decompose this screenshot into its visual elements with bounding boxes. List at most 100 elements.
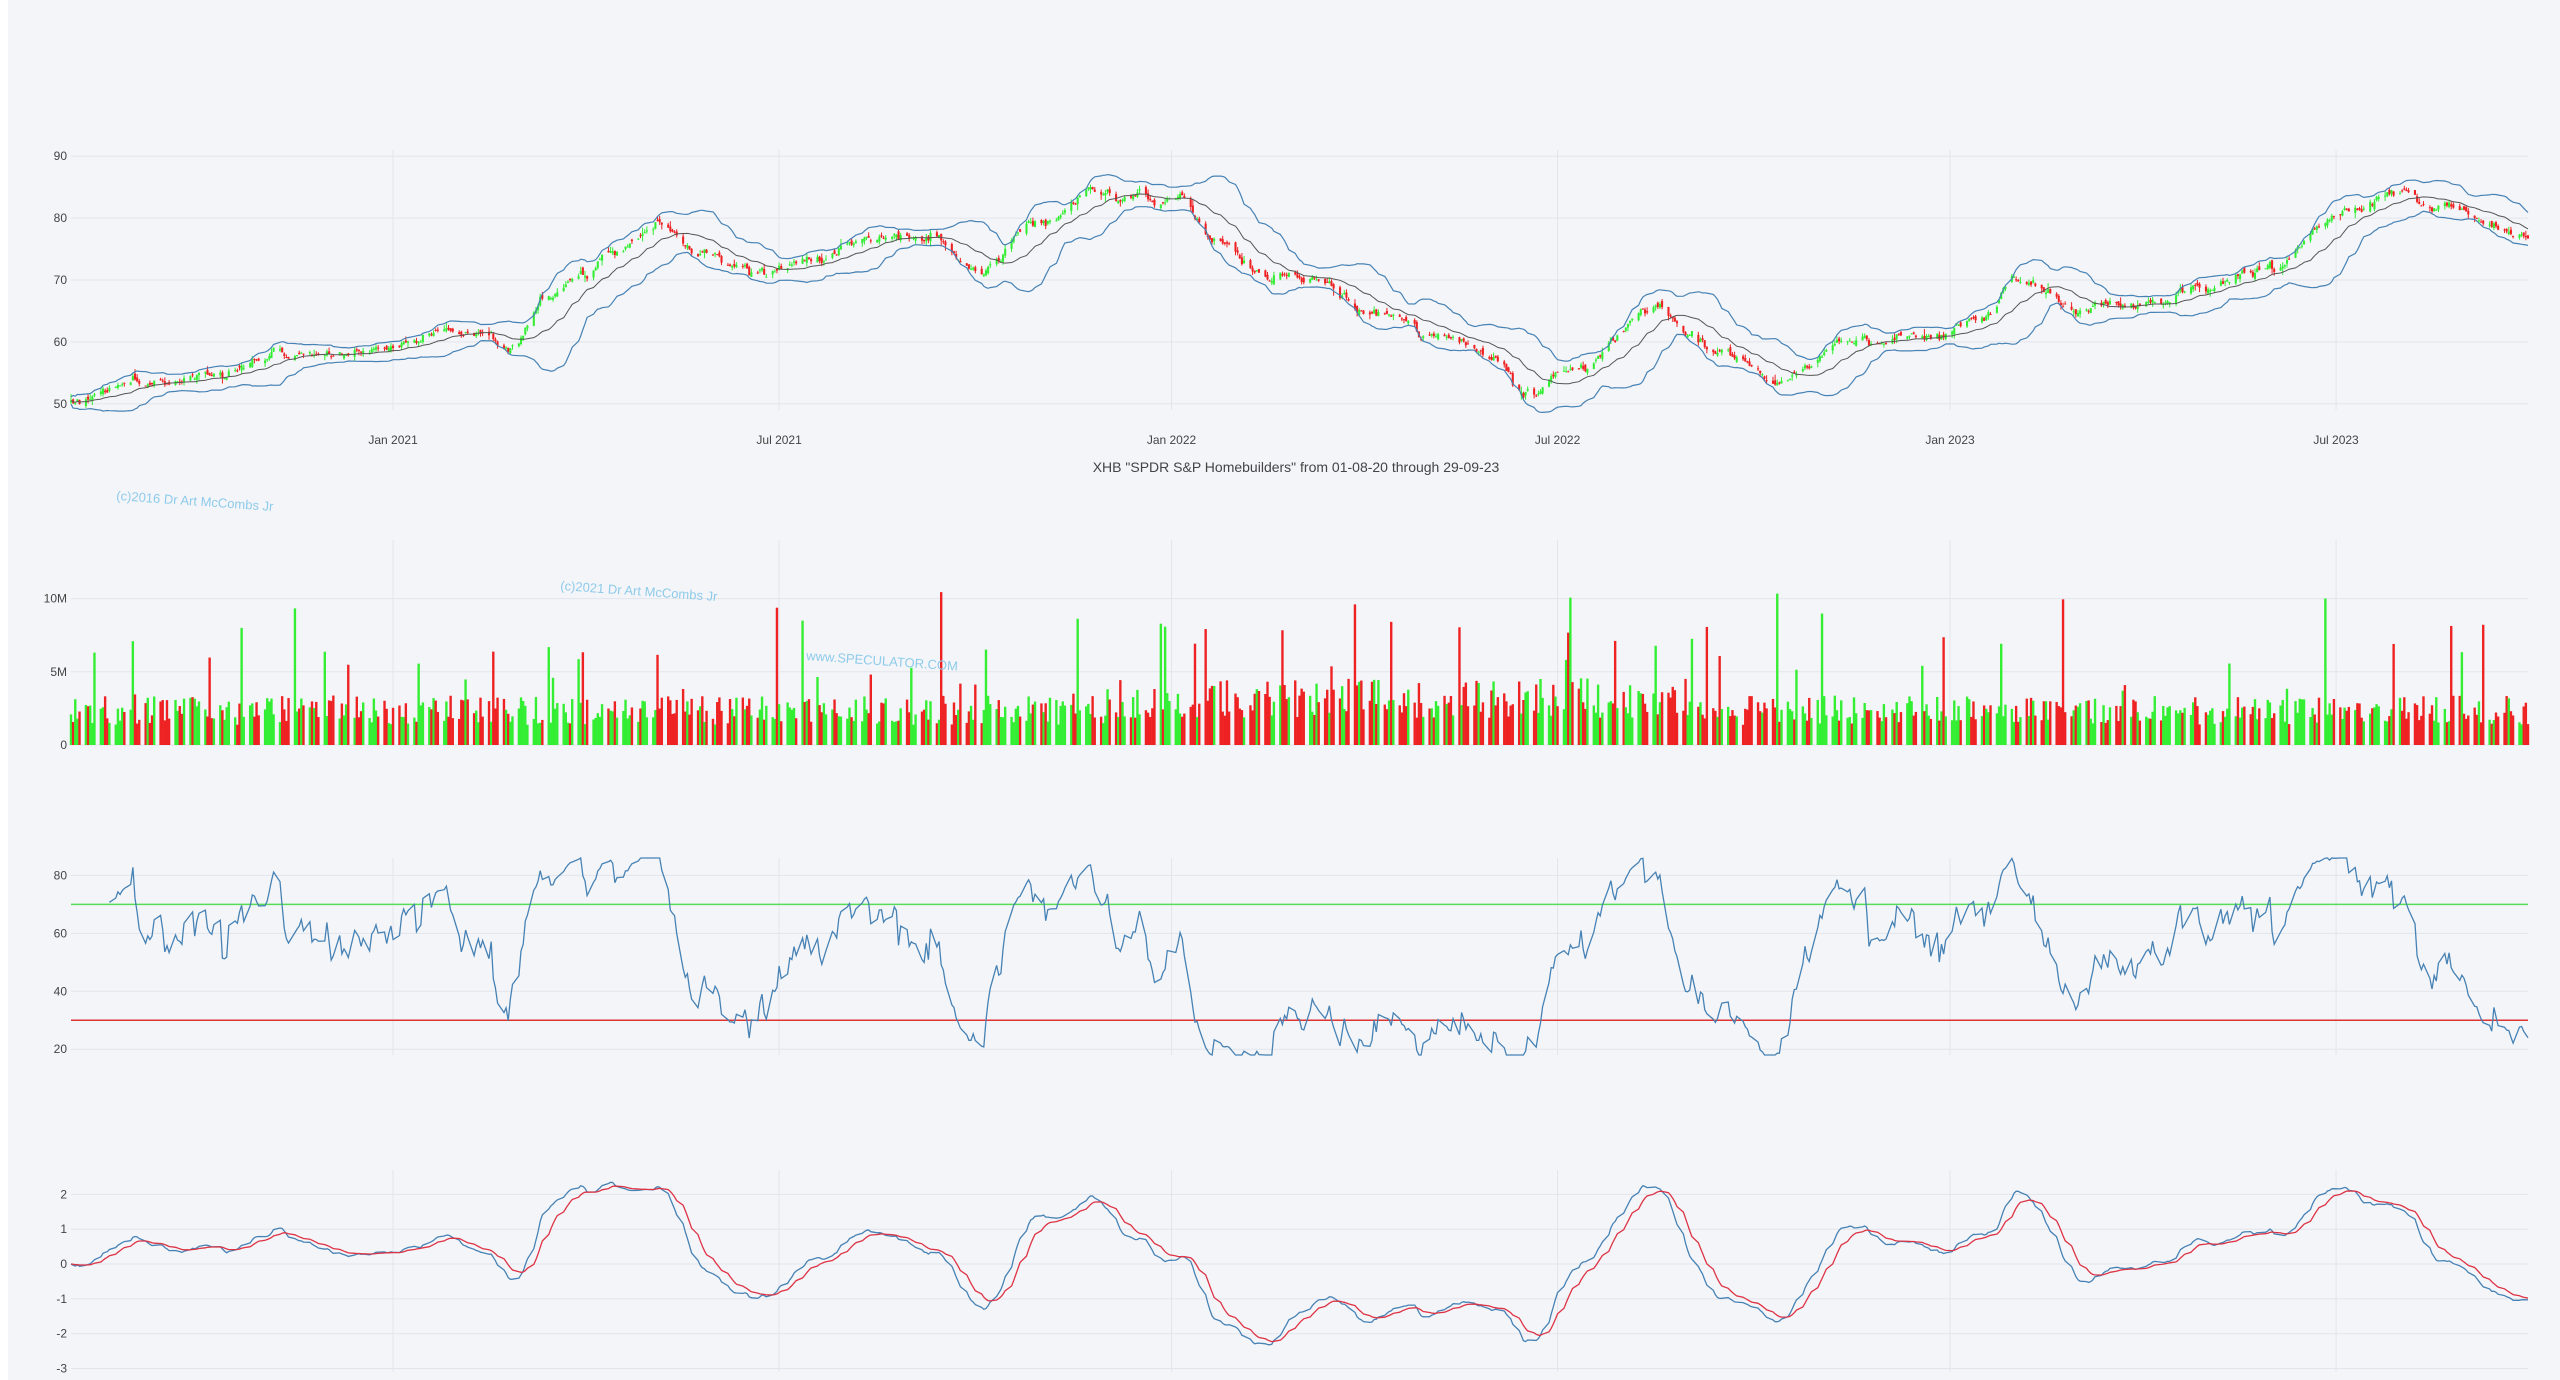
candle-body: [487, 331, 491, 336]
volume-bar: [1586, 678, 1589, 745]
candle-body: [622, 251, 625, 253]
watermark-copyright-2016: (c)2016 Dr Art McCombs Jr: [116, 488, 275, 514]
candle-body: [1338, 287, 1342, 298]
candle-body: [249, 363, 252, 368]
volume-bar: [2332, 698, 2336, 745]
candle-body: [415, 341, 418, 344]
candle-body: [257, 358, 260, 361]
candle-body: [1675, 321, 1679, 324]
candle-body: [1102, 194, 1105, 196]
volume-bar: [1613, 640, 1617, 745]
volume-bar: [507, 713, 510, 745]
volume-bar: [1266, 681, 1269, 745]
volume-bar: [517, 708, 521, 745]
volume-bar: [1227, 711, 1231, 745]
volume-bar: [630, 707, 634, 745]
candle-body: [1238, 255, 1241, 259]
candle-body: [1268, 280, 1271, 282]
candle-body: [999, 261, 1002, 263]
volume-bar: [2027, 715, 2031, 745]
volume-bar: [824, 714, 828, 745]
volume-bar: [1837, 720, 1841, 745]
candle-body: [398, 345, 401, 348]
candle-body: [2450, 204, 2453, 207]
candle-body: [505, 347, 508, 349]
volume-bar: [421, 702, 425, 745]
candle-body: [1159, 204, 1162, 208]
candle-body: [1861, 336, 1864, 341]
volume-bar: [2328, 703, 2331, 745]
candle-body: [682, 236, 685, 244]
volume-bar: [1400, 712, 1404, 745]
volume-bar: [2494, 712, 2498, 745]
volume-bar: [479, 697, 482, 745]
bollinger-middle-band: [70, 193, 2529, 403]
candle-body: [2398, 193, 2402, 195]
volume-bar: [2479, 722, 2483, 745]
volume-bar: [890, 720, 894, 745]
volume-bar: [1317, 702, 1320, 745]
candle-body: [1129, 196, 1133, 198]
volume-bar: [2326, 714, 2329, 745]
volume-bar: [89, 705, 92, 745]
volume-bar: [1547, 705, 1551, 745]
candle-body: [1567, 371, 1570, 373]
candle-body: [1302, 277, 1305, 283]
volume-bar: [1957, 706, 1960, 745]
candle-body: [1880, 343, 1883, 345]
volume-bar: [2283, 721, 2287, 745]
volume-bar: [2317, 697, 2321, 745]
candle-body: [1712, 349, 1715, 353]
volume-bar: [206, 716, 209, 745]
candle-body: [2497, 225, 2500, 230]
price-y-tick-label: 50: [54, 397, 68, 411]
volume-bar: [1654, 645, 1657, 745]
candle-body: [2042, 287, 2045, 293]
candle-body: [1995, 306, 1998, 313]
volume-bar: [786, 702, 789, 745]
volume-bar: [1509, 705, 1512, 745]
candle-body: [524, 328, 527, 335]
volume-bar: [84, 704, 88, 745]
candle-body: [342, 354, 346, 359]
volume-bar: [387, 723, 390, 745]
volume-bar: [2464, 718, 2468, 745]
volume-bar: [850, 717, 853, 745]
candle-body: [1867, 340, 1871, 346]
candle-body: [2362, 208, 2365, 210]
volume-bar: [204, 709, 207, 745]
candle-body: [645, 230, 648, 232]
volume-bar: [477, 722, 480, 745]
volume-bar: [2198, 724, 2201, 745]
volume-bar: [598, 716, 602, 745]
candle-body: [1840, 340, 1843, 342]
volume-bar: [905, 699, 909, 745]
candle-body: [2175, 295, 2178, 304]
candle-body: [2192, 285, 2195, 290]
candle-body: [1466, 343, 1470, 345]
volume-bar: [1460, 705, 1463, 745]
volume-bar: [2270, 718, 2274, 745]
candle-body: [270, 351, 273, 359]
candle-body: [571, 279, 574, 282]
candle-body: [345, 354, 348, 356]
volume-bar: [2183, 707, 2186, 745]
volume-bar: [1980, 716, 1984, 745]
volume-bar: [1430, 708, 1433, 745]
candle-body: [1929, 335, 1932, 339]
volume-bar: [234, 717, 237, 745]
candle-body: [820, 257, 823, 264]
volume-bar: [466, 699, 469, 745]
candle-body: [460, 331, 463, 337]
candle-body: [2300, 245, 2303, 247]
candle-body: [654, 222, 657, 229]
candle-body: [2253, 273, 2257, 279]
candle-body: [1085, 189, 1088, 197]
candle-body: [2266, 265, 2269, 269]
volume-bar: [2004, 704, 2007, 745]
candle-body: [1641, 308, 1644, 310]
candle-body: [955, 253, 958, 258]
volume-bar: [1584, 708, 1587, 745]
volume-bar: [2000, 643, 2003, 745]
candle-body: [1300, 277, 1303, 282]
